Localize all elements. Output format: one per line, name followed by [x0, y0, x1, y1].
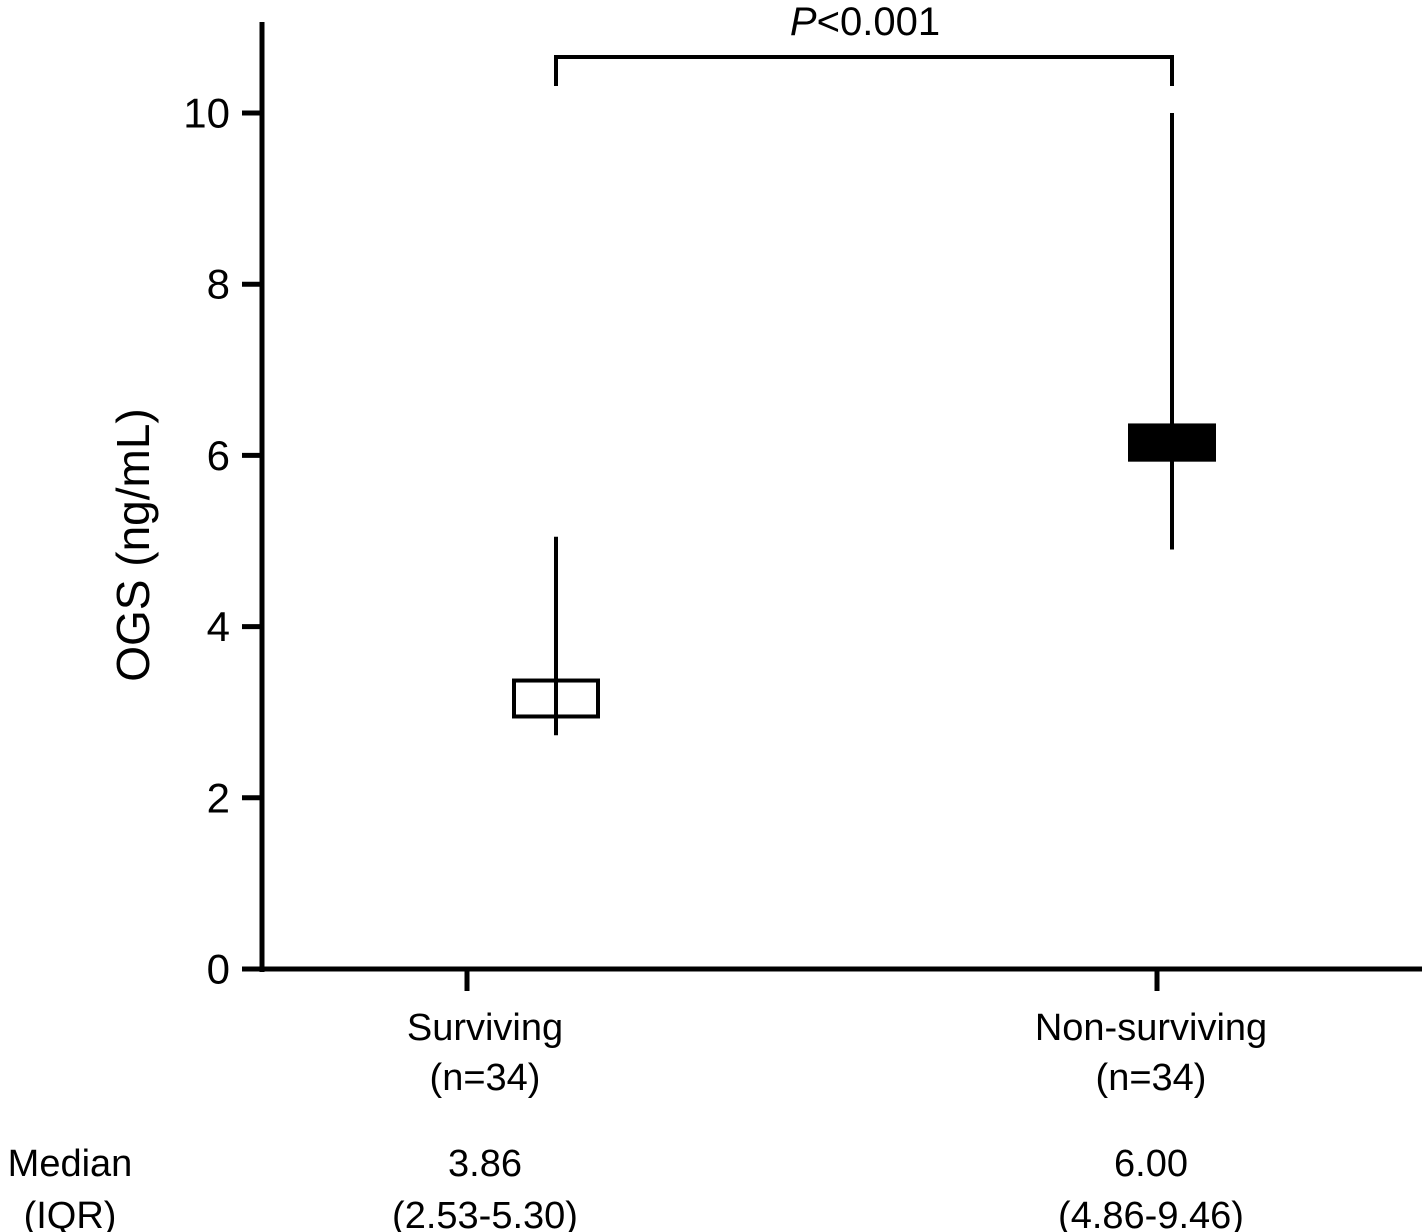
- group-n: (n=34): [429, 1057, 541, 1099]
- y-axis-title: OGS (ng/mL): [107, 408, 159, 682]
- median-value: 6.00: [1114, 1143, 1188, 1185]
- iqr-value: (2.53-5.30): [392, 1195, 578, 1232]
- median-row-label: Median: [7, 1143, 133, 1185]
- y-tick-label: 2: [207, 774, 230, 821]
- p-value: <0.001: [816, 0, 941, 44]
- stats-row-header: Median (IQR): [0, 1138, 140, 1232]
- y-tick-label: 6: [207, 432, 230, 479]
- category-label-surviving: Surviving (n=34): [407, 1003, 563, 1103]
- group-name: Surviving: [406, 1007, 564, 1049]
- y-tick-label: 8: [207, 261, 230, 308]
- group-name: Non-surviving: [1034, 1007, 1268, 1049]
- p-symbol: P: [789, 0, 817, 44]
- group-n: (n=34): [1095, 1057, 1207, 1099]
- stats-non-surviving: 6.00 (4.86-9.46): [1058, 1138, 1244, 1232]
- category-label-non-surviving: Non-surviving (n=34): [1035, 1003, 1267, 1103]
- median-value: 3.86: [448, 1143, 522, 1185]
- y-tick-label: 0: [207, 946, 230, 993]
- stats-surviving: 3.86 (2.53-5.30): [392, 1138, 578, 1232]
- significance-bracket: [554, 55, 1174, 86]
- y-tick-label: 10: [183, 90, 230, 137]
- iqr-row-label: (IQR): [23, 1195, 117, 1232]
- iqr-value: (4.86-9.46): [1058, 1195, 1244, 1232]
- y-tick-label: 4: [207, 603, 230, 650]
- significance-label: P<0.001: [790, 0, 940, 45]
